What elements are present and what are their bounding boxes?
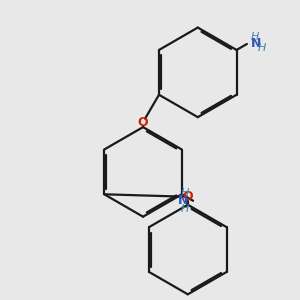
Text: O: O (182, 190, 193, 203)
Text: H: H (181, 188, 189, 198)
Text: O: O (138, 116, 148, 129)
Text: N: N (251, 38, 261, 50)
Text: H: H (258, 43, 266, 53)
Text: N: N (178, 194, 188, 207)
Text: H: H (251, 32, 259, 42)
Text: H: H (181, 204, 189, 214)
